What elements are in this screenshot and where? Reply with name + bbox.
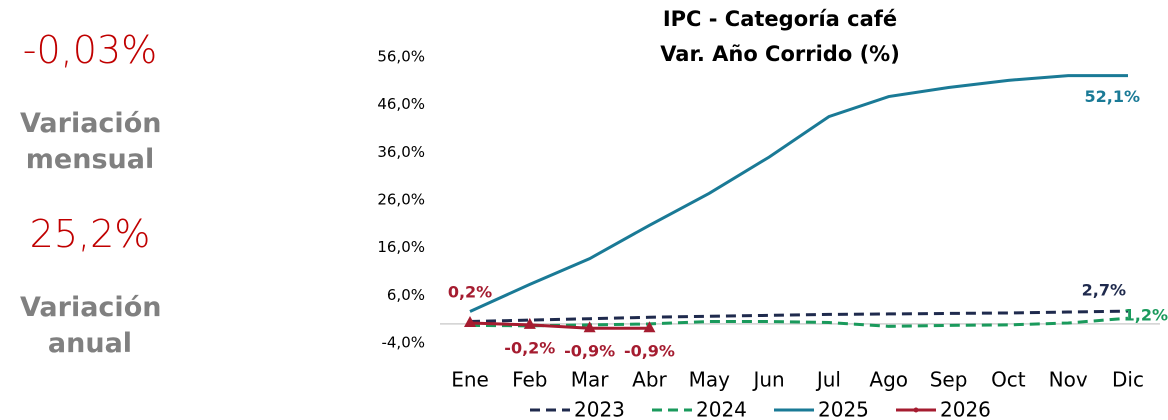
data-label: -0,9% [564,342,615,361]
chart-title: IPC - Categoría café [663,7,897,31]
y-tick-label: 16,0% [377,238,425,256]
legend-marker [913,407,919,413]
y-tick-label: 26,0% [377,191,425,209]
legend-label: 2023 [574,398,625,420]
line-series [469,74,1128,313]
data-label: 2,7% [1082,281,1126,300]
x-tick-label: Abr [632,368,667,392]
marker [583,321,596,333]
line-series [469,309,1129,324]
kpi-label: Variación mensual [20,108,162,175]
line-series [469,316,1129,328]
legend-label: 2025 [818,398,869,420]
x-tick-label: Mar [571,368,610,392]
y-tick-label: 6,0% [387,286,425,304]
line-series [469,321,650,330]
y-tick-label: 46,0% [377,95,425,113]
x-tick-label: Ene [451,368,489,392]
kpi-label: Variación anual [20,292,162,359]
x-tick-label: Sep [930,368,968,392]
x-tick-label: Dic [1112,368,1144,392]
data-label: -0,2% [504,338,555,357]
kpi-value: -0,03% [22,28,158,72]
marker [523,317,536,329]
x-tick-label: Feb [512,368,547,392]
x-tick-label: Oct [991,368,1026,392]
marker [643,321,656,333]
y-tick-label: 56,0% [377,48,425,66]
data-label: 0,2% [448,282,492,301]
y-tick-label: -4,0% [381,334,425,352]
x-tick-label: Ago [869,368,908,392]
x-tick-label: Jul [815,368,841,392]
data-label: 52,1% [1084,87,1140,106]
x-tick-label: Nov [1049,368,1088,392]
data-label: 1,2% [1124,306,1168,325]
y-tick-label: 36,0% [377,143,425,161]
legend-label: 2024 [696,398,747,420]
chart-title: Var. Año Corrido (%) [660,42,900,66]
legend-label: 2026 [940,398,991,420]
x-tick-label: May [689,368,731,392]
kpi-value: 25,2% [29,212,151,256]
x-tick-label: Jun [751,368,784,392]
data-label: -0,9% [624,342,675,361]
marker [464,315,476,327]
